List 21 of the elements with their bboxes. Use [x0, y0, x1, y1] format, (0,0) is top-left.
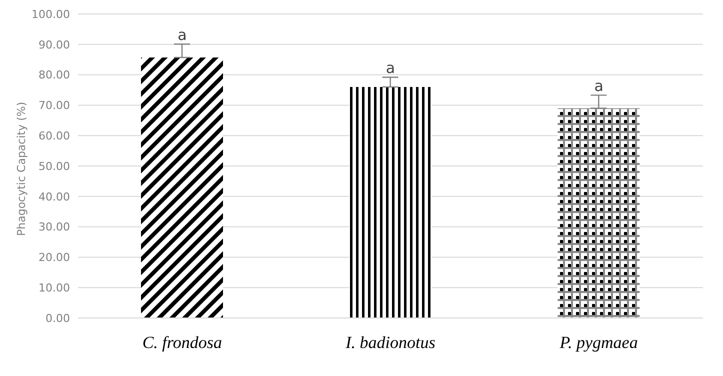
bar [558, 108, 640, 318]
x-tick-label: I. badionotus [344, 333, 436, 352]
y-tick-label: 50.00 [38, 160, 70, 173]
y-tick-label: 70.00 [38, 99, 70, 112]
annotation: a [594, 77, 604, 96]
y-tick-label: 100.00 [32, 8, 70, 21]
y-tick-label: 90.00 [38, 38, 70, 52]
y-tick-label: 20.00 [38, 251, 70, 264]
y-tick-label: 80.00 [38, 68, 70, 82]
y-tick-label: 10.00 [38, 282, 70, 295]
bar [349, 86, 432, 318]
annotation: a [386, 59, 396, 78]
y-tick-label: 0.00 [46, 312, 70, 325]
y-axis-title: Phagocytic Capacity (%) [14, 102, 28, 236]
bar [141, 57, 223, 318]
y-tick-label: 60.00 [38, 130, 70, 143]
annotation: a [178, 26, 187, 44]
y-tick-label: 30.00 [38, 220, 70, 234]
x-tick-label: P. pygmaea [558, 333, 638, 352]
x-tick-label: C. frondosa [142, 333, 222, 352]
y-tick-label: 40.00 [38, 190, 70, 204]
